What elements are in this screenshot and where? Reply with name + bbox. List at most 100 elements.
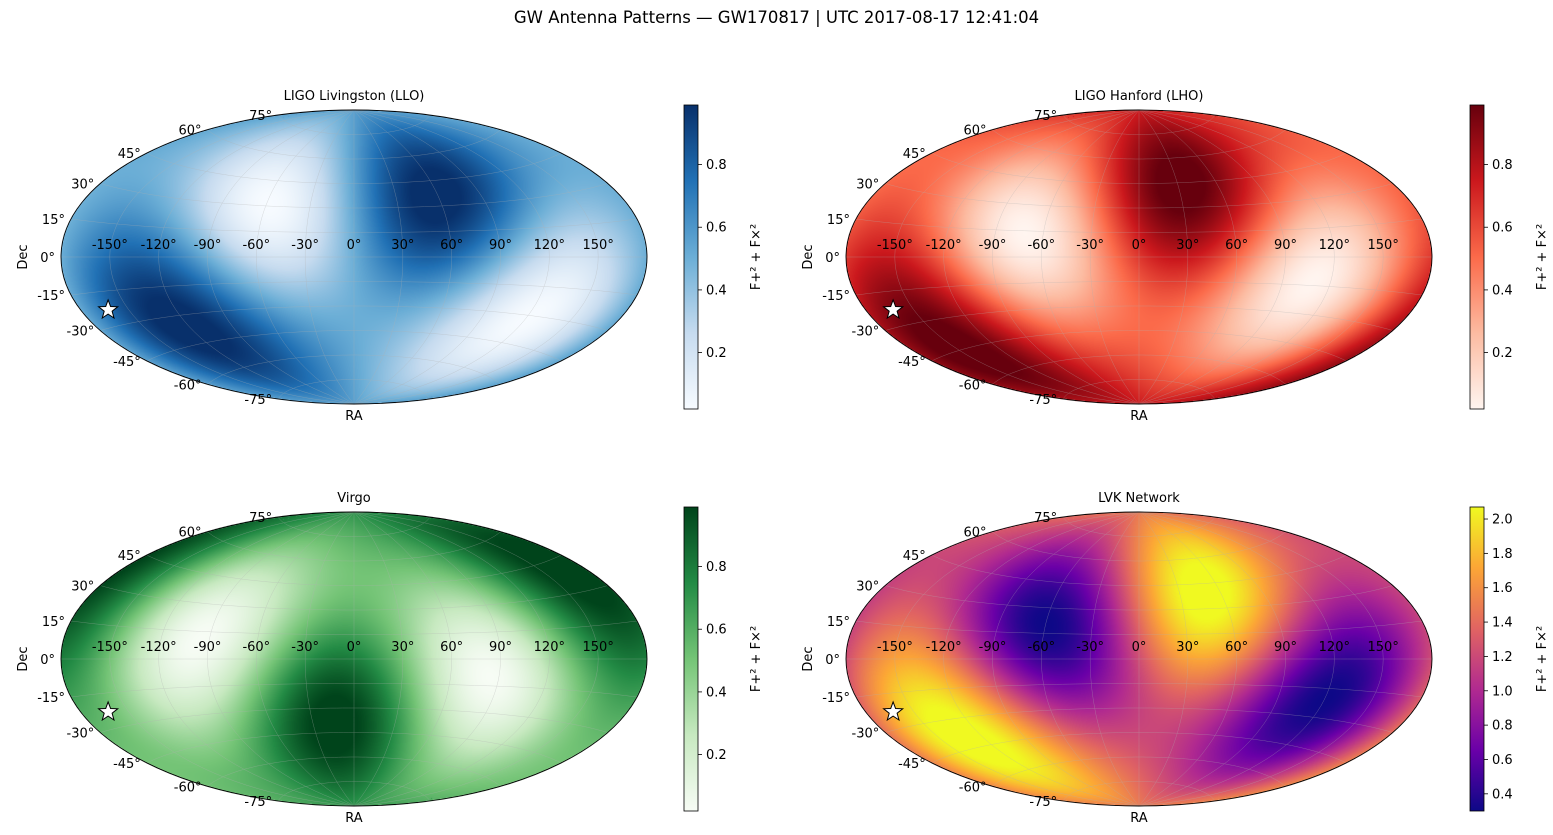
dec-tick-label: -30° bbox=[852, 325, 880, 340]
source-star-marker bbox=[97, 700, 120, 722]
dec-tick-label: -30° bbox=[852, 727, 880, 742]
parallel bbox=[1062, 516, 1216, 537]
ra-tick-label: 30° bbox=[391, 640, 414, 655]
meridian bbox=[304, 109, 355, 405]
source-star-marker bbox=[97, 298, 120, 320]
parallel bbox=[70, 683, 638, 698]
dec-tick-label: -15° bbox=[822, 289, 850, 304]
parallel bbox=[277, 114, 431, 135]
graticule bbox=[61, 109, 647, 405]
meridian bbox=[1089, 511, 1140, 807]
colorbar-tick-label: 0.4 bbox=[706, 685, 727, 700]
parallel bbox=[992, 756, 1286, 787]
colorbar-label: F+² + F×² bbox=[749, 224, 764, 290]
dec-tick-label: -75° bbox=[244, 393, 272, 408]
meridian bbox=[207, 511, 355, 807]
meridian bbox=[109, 511, 355, 807]
panel-2: -150° -120° -90° -60° -30° 0° 30° 60° 90° 120° 150… bbox=[801, 89, 1550, 424]
meridian bbox=[1138, 109, 1237, 405]
ra-tick-label: -30° bbox=[291, 640, 319, 655]
meridian bbox=[943, 511, 1140, 807]
ra-tick-label: 0° bbox=[1132, 640, 1147, 655]
parallel bbox=[100, 585, 608, 611]
ra-tick-label: 150° bbox=[1368, 640, 1399, 655]
dec-tick-label: 60° bbox=[178, 124, 201, 139]
parallel bbox=[855, 218, 1423, 233]
parallel bbox=[207, 354, 501, 385]
ra-tick-label: 150° bbox=[583, 238, 614, 253]
map-outline bbox=[845, 109, 1433, 405]
meridian bbox=[109, 109, 355, 405]
meridian bbox=[304, 511, 355, 807]
dec-tick-label: -60° bbox=[959, 378, 987, 393]
meridian bbox=[1138, 511, 1384, 807]
colorbar-tick-label: 2.0 bbox=[1492, 513, 1513, 528]
dec-tick-label: -15° bbox=[37, 691, 65, 706]
x-axis-label: RA bbox=[1130, 811, 1148, 826]
figure-suptitle: GW Antenna Patterns — GW170817 | UTC 201… bbox=[513, 8, 1040, 27]
dec-tick-label: -45° bbox=[898, 355, 926, 370]
ra-tick-label: -120° bbox=[141, 640, 177, 655]
colorbar-tick-label: 1.2 bbox=[1492, 650, 1513, 665]
ra-tick-label: 150° bbox=[583, 640, 614, 655]
graticule bbox=[61, 511, 647, 807]
dec-tick-label: 75° bbox=[1034, 109, 1057, 124]
ra-tick-label: -120° bbox=[926, 640, 962, 655]
dec-tick-label: -30° bbox=[67, 727, 95, 742]
meridian bbox=[1138, 511, 1286, 807]
parallel bbox=[855, 620, 1423, 635]
dec-tick-label: -60° bbox=[174, 780, 202, 795]
parallel bbox=[992, 354, 1286, 385]
ra-tick-label: -120° bbox=[141, 238, 177, 253]
meridian bbox=[1138, 109, 1189, 405]
dec-tick-label: 15° bbox=[42, 213, 65, 228]
ra-tick-label: 90° bbox=[489, 238, 512, 253]
ra-tick-label: -30° bbox=[1076, 238, 1104, 253]
ra-tick-label: 30° bbox=[391, 238, 414, 253]
colorbar-tick-label: 1.0 bbox=[1492, 684, 1513, 699]
colorbar-label: F+² + F×² bbox=[1535, 224, 1550, 290]
meridian bbox=[353, 109, 501, 405]
dec-tick-label: 30° bbox=[856, 178, 879, 193]
colorbar-tick-label: 0.4 bbox=[706, 283, 727, 298]
parallel bbox=[100, 305, 608, 331]
colorbar-tick-label: 0.8 bbox=[1492, 719, 1513, 734]
ra-tick-label: -90° bbox=[979, 640, 1007, 655]
dec-tick-label: -60° bbox=[959, 780, 987, 795]
parallel bbox=[146, 330, 562, 362]
meridian bbox=[207, 109, 355, 405]
x-axis-label: RA bbox=[345, 811, 363, 826]
ra-tick-label: 120° bbox=[534, 238, 565, 253]
ra-tick-label: -30° bbox=[291, 238, 319, 253]
dec-tick-label: -45° bbox=[113, 355, 141, 370]
meridian bbox=[1041, 511, 1140, 807]
ra-tick-label: -60° bbox=[242, 238, 270, 253]
parallel bbox=[277, 516, 431, 537]
dec-tick-label: 75° bbox=[1034, 511, 1057, 526]
colorbar-tick-label: 0.6 bbox=[1492, 753, 1513, 768]
dec-tick-label: -60° bbox=[174, 378, 202, 393]
parallel bbox=[100, 183, 608, 209]
dec-tick-label: 15° bbox=[827, 615, 850, 630]
ra-tick-label: 30° bbox=[1176, 640, 1199, 655]
dec-tick-label: 60° bbox=[178, 526, 201, 541]
parallel bbox=[277, 379, 431, 400]
meridian bbox=[1138, 511, 1237, 807]
colorbar bbox=[683, 104, 699, 410]
parallel bbox=[70, 218, 638, 233]
ra-tick-label: -150° bbox=[877, 640, 913, 655]
heatmap-raster bbox=[846, 110, 1432, 404]
colorbar-tick-label: 0.6 bbox=[706, 623, 727, 638]
colorbar-tick-label: 0.8 bbox=[706, 158, 727, 173]
dec-tick-label: -45° bbox=[898, 757, 926, 772]
map-outline bbox=[845, 511, 1433, 807]
dec-tick-label: -45° bbox=[113, 757, 141, 772]
ra-tick-label: 120° bbox=[1319, 640, 1350, 655]
colorbar-tick-label: 0.2 bbox=[706, 748, 727, 763]
colorbar-tick-label: 1.6 bbox=[1492, 581, 1513, 596]
ra-tick-label: 120° bbox=[534, 640, 565, 655]
parallel bbox=[931, 732, 1347, 764]
dec-tick-label: 75° bbox=[249, 109, 272, 124]
ra-tick-label: 30° bbox=[1176, 238, 1199, 253]
heatmap-raster bbox=[846, 512, 1432, 806]
